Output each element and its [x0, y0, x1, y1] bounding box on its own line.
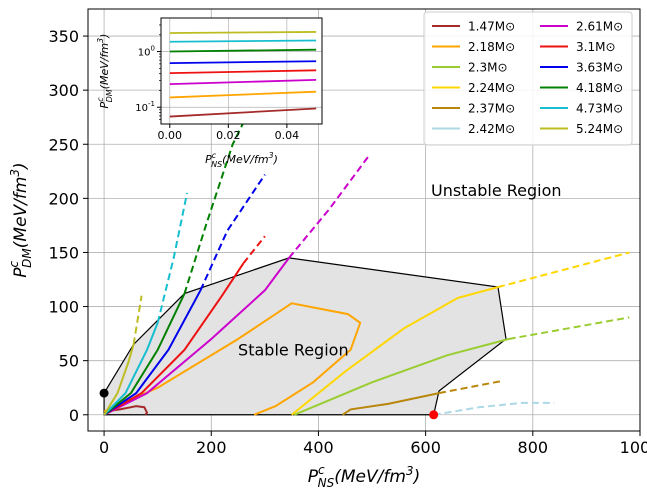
inset-series-line: [169, 31, 317, 34]
y-tick-label: 200: [48, 189, 79, 208]
series-line-dashed: [508, 316, 630, 340]
inset-x-tick-label: 0.02: [216, 129, 241, 142]
inset-x-tick-label: 0.00: [158, 129, 183, 142]
series-line-dashed: [433, 401, 555, 416]
inset-series-line: [169, 107, 317, 118]
series-line-dashed: [199, 174, 266, 291]
inset-series-line: [169, 48, 317, 53]
inset-y-axis-label: PcDM(MeV/fm3): [96, 34, 114, 109]
legend-label: 1.47M⊙: [468, 20, 515, 34]
legend-label: 2.61M⊙: [576, 20, 623, 34]
legend-label: 2.3M⊙: [468, 61, 508, 75]
x-axis-label: Pc NS(MeV/fm3): [308, 463, 420, 490]
main-markers: [99, 388, 439, 420]
inset-x-tick-label: 0.04: [275, 129, 300, 142]
legend-label: 2.24M⊙: [468, 81, 515, 95]
inset-ticks: 0.00 0.02 0.04 10-1 100: [135, 24, 300, 142]
y-axis-label: PcDM(MeV/fm3): [7, 162, 34, 277]
y-tick-label: 0: [69, 406, 79, 425]
x-tick-label: 0: [99, 438, 109, 457]
series-line-solid: [103, 405, 149, 416]
inset-y-tick-label: 10-1: [135, 100, 155, 114]
main-plot-frame: [87, 8, 641, 432]
y-tick-label: 250: [48, 135, 79, 154]
x-tick-label: 200: [196, 438, 227, 457]
legend-label: 4.18M⊙: [576, 81, 623, 95]
inset-series-line: [169, 39, 317, 43]
series-line-solid: [103, 293, 186, 416]
series-line-solid: [103, 262, 245, 416]
inset-series: [169, 31, 317, 118]
marker-point: [99, 388, 109, 398]
y-tick-label: 350: [48, 27, 79, 46]
series-line-dashed: [497, 251, 630, 289]
legend-label: 3.1M⊙: [576, 40, 616, 54]
marker-point: [429, 410, 439, 420]
inset-series-line: [169, 78, 317, 86]
legend: 1.47M⊙ 2.18M⊙ 2.3M⊙ 2.24M⊙ 2.37M⊙ 2.42M⊙ 2.61M…: [423, 11, 633, 146]
series-line-dashed: [242, 235, 266, 264]
inset-x-axis-label: Pc NS(MeV/fm3): [205, 151, 278, 169]
x-tick-label: 400: [303, 438, 334, 457]
series-line-solid: [103, 302, 362, 416]
y-tick-label: 300: [48, 81, 79, 100]
series-line-dashed: [132, 295, 143, 345]
inset-series-line: [169, 69, 317, 75]
legend-label: 5.24M⊙: [576, 122, 623, 136]
legend-box: [423, 11, 633, 146]
y-tick-label: 100: [48, 298, 79, 317]
series-line-solid: [291, 286, 499, 416]
main-series: [103, 122, 630, 416]
annotation-unstable-region: Unstable Region: [431, 181, 562, 200]
inset-y-tick-label: 100: [138, 45, 155, 59]
series-line-solid: [103, 344, 135, 416]
y-tick-label: 150: [48, 243, 79, 262]
series-line-dashed: [183, 122, 245, 294]
series-line-solid: [342, 392, 440, 416]
legend-label: 2.18M⊙: [468, 40, 515, 54]
series-line-solid: [103, 257, 290, 416]
series-line-dashed: [288, 154, 371, 259]
inset-plot-frame: [160, 17, 323, 125]
y-tick-label: 50: [59, 352, 79, 371]
series-line-solid: [293, 338, 509, 416]
annotation-stable-region: Stable Region: [238, 340, 349, 359]
legend-label: 4.73M⊙: [576, 102, 623, 116]
legend-label: 2.42M⊙: [468, 122, 515, 136]
legend-label: 2.37M⊙: [468, 102, 515, 116]
x-tick-label: 800: [518, 438, 549, 457]
series-line-solid: [103, 289, 202, 416]
series-line-solid: [103, 322, 159, 416]
inset-chart: 0.00 0.02 0.04 10-1 100 Pc NS(MeV/fm3) PcDM(M…: [96, 17, 323, 169]
x-tick-label: 600: [410, 438, 441, 457]
legend-label: 3.63M⊙: [576, 61, 623, 75]
inset-series-line: [169, 90, 317, 99]
inset-series-line: [169, 60, 317, 64]
series-line-dashed: [156, 192, 189, 324]
